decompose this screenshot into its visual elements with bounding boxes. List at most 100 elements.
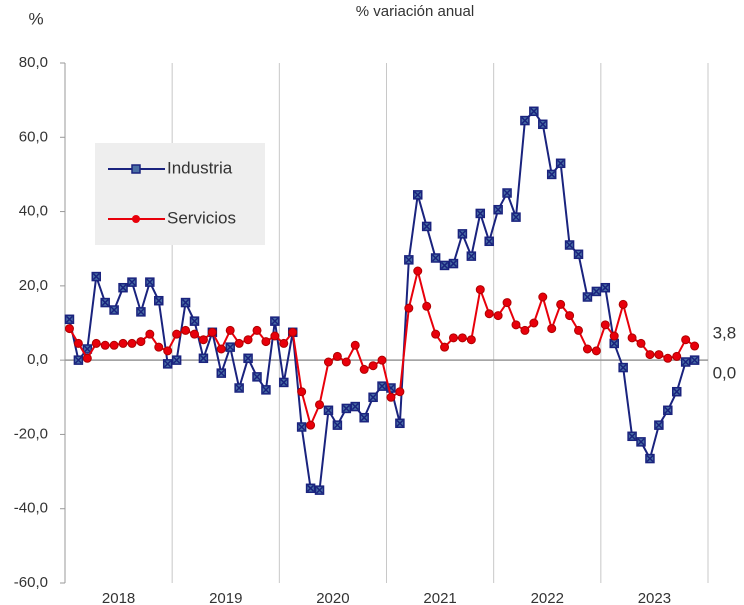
point [198,353,209,364]
point-cross [190,317,199,325]
point-cross [423,222,431,230]
point [502,298,512,308]
point-cross [557,159,565,167]
legend-label: Industria [167,158,233,177]
point-cross [137,308,145,316]
point [680,357,691,367]
point-cross [92,273,100,281]
point [252,372,262,382]
point [511,212,521,222]
point [636,437,646,447]
point [118,282,128,293]
point-cross [226,343,234,351]
point-cross [619,364,627,372]
point-cross [476,209,484,217]
point [636,338,646,348]
point [645,453,655,464]
point [189,316,200,326]
point [493,311,503,321]
point [627,431,637,442]
point-cross [449,260,458,268]
point [627,333,637,343]
point-cross [333,421,341,429]
point [466,251,477,261]
end-label: 0,0 [713,364,737,383]
point [359,412,369,423]
point-cross [583,293,591,301]
point [234,383,244,393]
point-cross [539,120,547,128]
y-tick-label: 20,0 [19,277,48,294]
x-tick-label: 2021 [423,590,456,605]
point [672,351,682,361]
point-cross [432,254,440,262]
point [574,325,584,335]
point-cross [173,356,181,364]
y-tick-label: 60,0 [19,128,48,145]
point [243,335,253,345]
point [243,353,253,364]
point [315,400,325,410]
point-cross [414,191,422,199]
point [341,357,351,367]
point-cross [164,360,172,368]
point [172,329,182,339]
point-cross [503,189,511,197]
point-cross [262,386,270,394]
point [573,249,584,260]
point-cross [351,403,359,411]
point-cross [646,455,654,463]
point-cross [458,230,466,238]
point [565,311,575,321]
point [136,307,146,317]
point-cross [673,388,681,396]
point [475,285,485,295]
point [618,299,628,309]
point [654,420,664,430]
point-cross [271,317,279,325]
point [297,387,307,397]
point [82,344,93,354]
point-cross [628,432,636,440]
point [538,292,548,302]
point [609,331,619,341]
point [600,320,610,330]
x-tick-label: 2023 [638,590,671,605]
point-cross [235,384,243,392]
point-cross [592,287,600,295]
point [225,342,235,352]
point [91,338,101,348]
point [386,383,396,393]
point [82,353,92,363]
point [163,346,173,356]
point [162,359,173,369]
point [154,342,164,352]
point [529,318,539,328]
point-cross [128,278,136,286]
point-cross [155,297,163,305]
y-tick-label: -20,0 [14,425,48,442]
point-cross [494,206,502,214]
point-cross [101,299,109,307]
point [511,320,521,330]
point [368,361,378,371]
y-tick-label: 40,0 [19,203,48,220]
point [127,277,137,287]
point-cross [574,250,583,258]
y-tick-label: 80,0 [19,54,48,71]
point [663,353,673,363]
point-cross [110,306,118,314]
point-cross [610,339,618,347]
point [475,208,486,219]
legend-box [95,143,265,245]
point [64,324,74,334]
point-cross [324,406,332,414]
point [600,282,611,293]
point-cross [441,261,449,269]
point-cross [530,107,538,115]
point [368,392,378,403]
point [145,277,155,287]
point [591,286,602,297]
point-cross [369,393,377,401]
